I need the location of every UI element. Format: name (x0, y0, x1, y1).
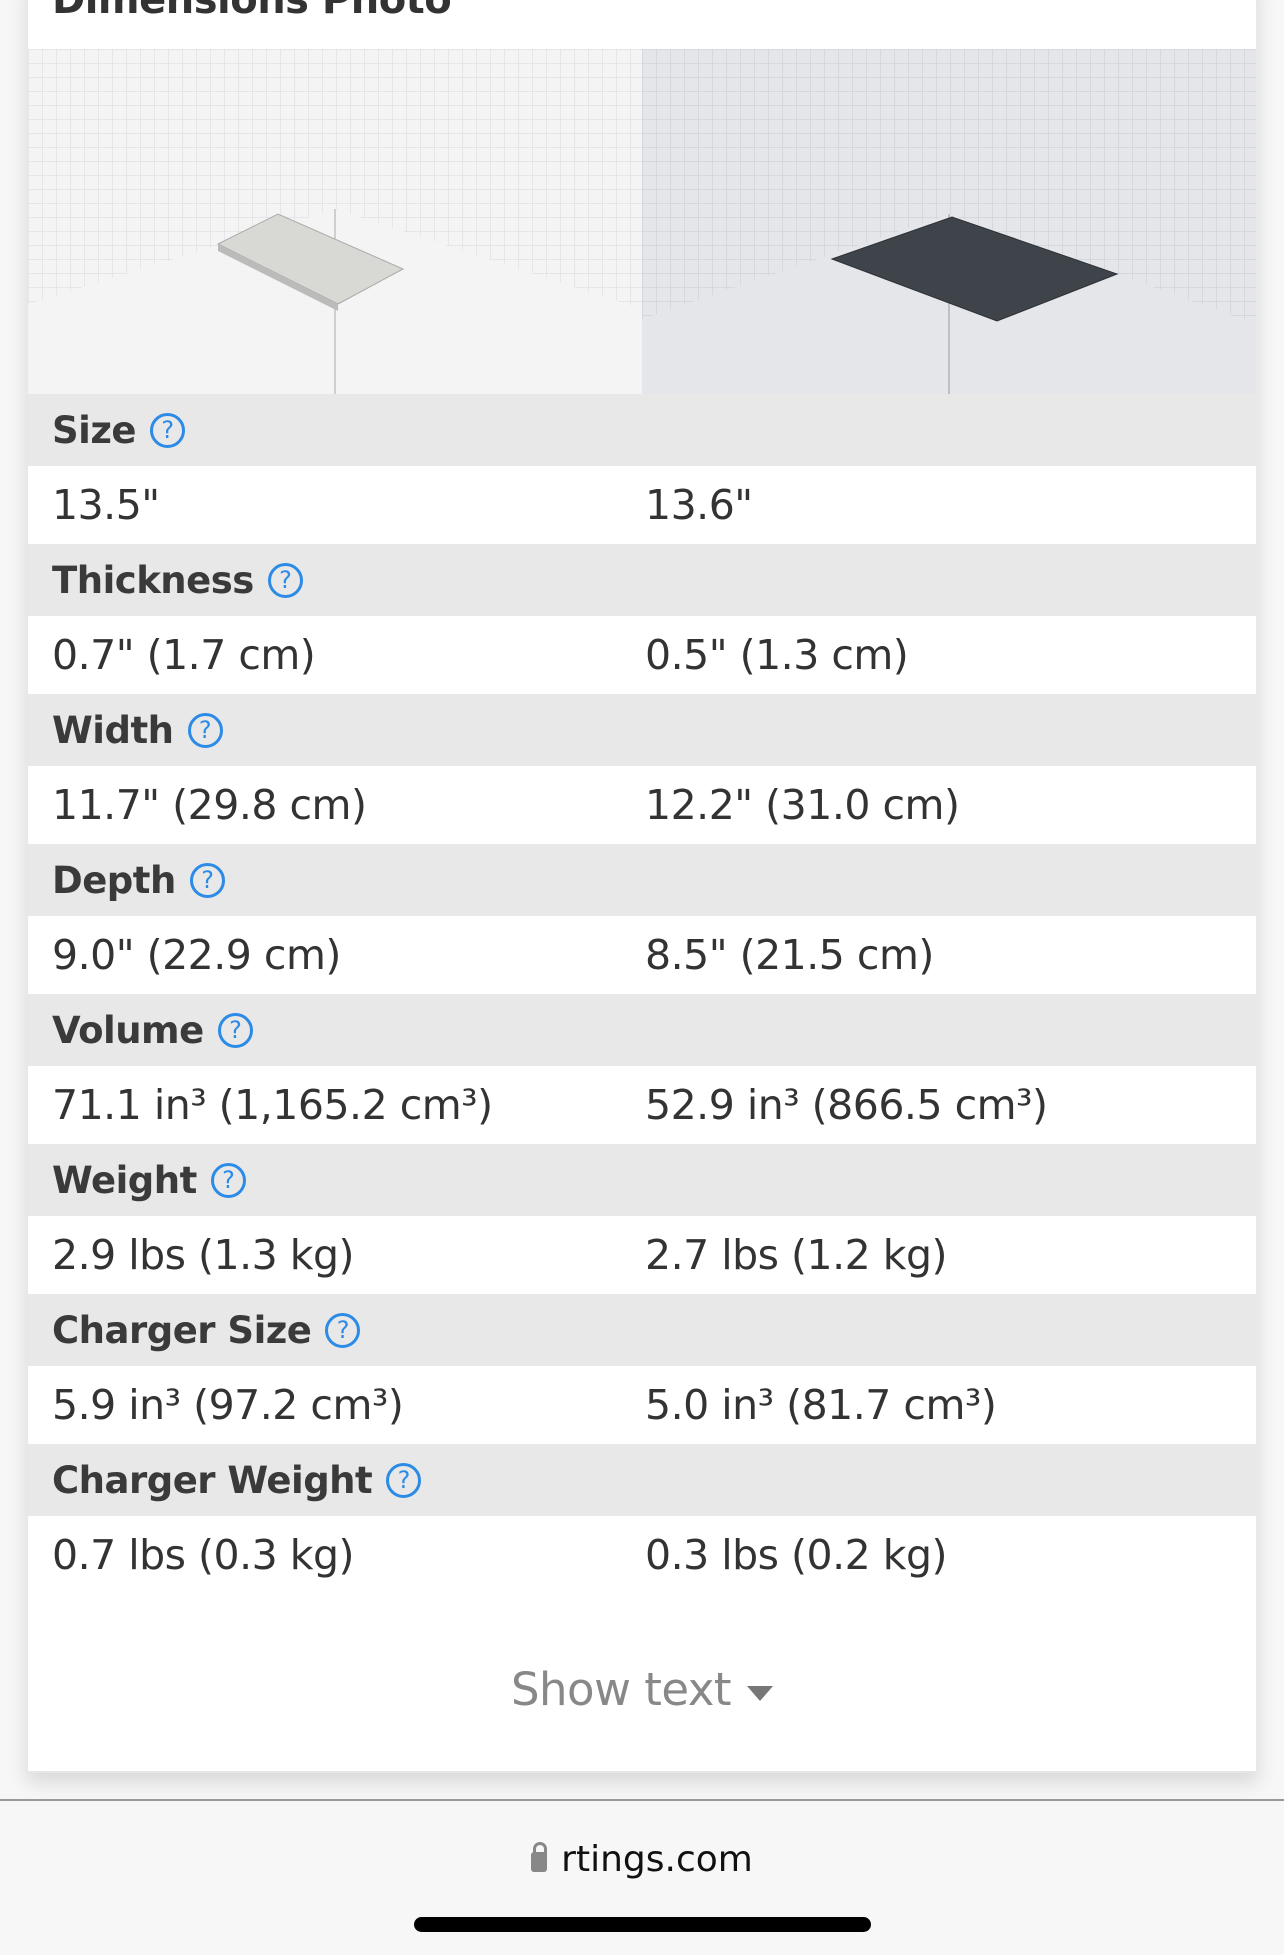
url-text: rtings.com (561, 1839, 753, 1880)
spec-value-right: 12.2" (31.0 cm) (645, 781, 960, 829)
spec-value-row: 0.7" (1.7 cm) 0.5" (1.3 cm) (28, 616, 1256, 694)
help-icon[interactable]: ? (189, 862, 225, 898)
spec-value-row: 9.0" (22.9 cm) 8.5" (21.5 cm) (28, 916, 1256, 994)
dimensions-card: Dimensions Photo Size? 13.5" (26, 0, 1258, 1773)
photo-left (28, 49, 642, 394)
spec-value-left: 71.1 in³ (1,165.2 cm³) (52, 1081, 493, 1129)
spec-value-right: 0.5" (1.3 cm) (645, 631, 909, 679)
spec-value-row: 11.7" (29.8 cm) 12.2" (31.0 cm) (28, 766, 1256, 844)
spec-value-row: 2.9 lbs (1.3 kg) 2.7 lbs (1.2 kg) (28, 1216, 1256, 1294)
spec-header-row: Charger Size? (28, 1294, 1256, 1366)
spec-value-left: 5.9 in³ (97.2 cm³) (52, 1381, 404, 1429)
spec-header-row: Thickness? (28, 544, 1256, 616)
spec-label: Weight (52, 1158, 197, 1202)
spec-label: Thickness (52, 558, 254, 602)
home-indicator[interactable] (414, 1917, 871, 1932)
spec-header-row: Volume? (28, 994, 1256, 1066)
spec-label: Size (52, 408, 136, 452)
spec-value-right: 8.5" (21.5 cm) (645, 931, 934, 979)
caret-down-icon (747, 1685, 774, 1701)
spec-value-row: 71.1 in³ (1,165.2 cm³) 52.9 in³ (866.5 cm… (28, 1066, 1256, 1144)
help-icon[interactable]: ? (149, 412, 185, 448)
help-icon[interactable]: ? (187, 712, 223, 748)
spec-value-row: 13.5" 13.6" (28, 466, 1256, 544)
spec-header-row: Size? (28, 394, 1256, 466)
spec-table: Size? 13.5" 13.6" Thickness? 0.7" (1.7 cm) 0.… (28, 394, 1256, 1594)
spec-value-left: 0.7" (1.7 cm) (52, 631, 316, 679)
spec-value-right: 0.3 lbs (0.2 kg) (645, 1531, 948, 1579)
address-bar[interactable]: rtings.com (0, 1839, 1284, 1880)
spec-header-row: Charger Weight? (28, 1444, 1256, 1516)
spec-header-row: Width? (28, 694, 1256, 766)
help-icon[interactable]: ? (210, 1162, 246, 1198)
help-icon[interactable]: ? (217, 1012, 253, 1048)
spec-header-row: Depth? (28, 844, 1256, 916)
spec-label: Charger Size (52, 1308, 312, 1352)
spec-value-left: 9.0" (22.9 cm) (52, 931, 341, 979)
dimensions-photos (28, 49, 1256, 394)
browser-bottom-bar: rtings.com (0, 1799, 1284, 1955)
spec-value-left: 2.9 lbs (1.3 kg) (52, 1231, 355, 1279)
spec-header-row: Weight? (28, 1144, 1256, 1216)
spec-value-right: 2.7 lbs (1.2 kg) (645, 1231, 948, 1279)
spec-value-left: 13.5" (52, 481, 160, 529)
help-icon[interactable]: ? (325, 1312, 361, 1348)
spec-value-left: 0.7 lbs (0.3 kg) (52, 1531, 355, 1579)
spec-label: Charger Weight (52, 1458, 373, 1502)
spec-value-right: 52.9 in³ (866.5 cm³) (645, 1081, 1048, 1129)
show-text-label: Show text (510, 1663, 732, 1716)
lock-icon (531, 1842, 548, 1872)
help-icon[interactable]: ? (267, 562, 303, 598)
spec-label: Volume (52, 1008, 204, 1052)
spec-value-right: 13.6" (645, 481, 753, 529)
spec-value-left: 11.7" (29.8 cm) (52, 781, 367, 829)
spec-value-right: 5.0 in³ (81.7 cm³) (645, 1381, 997, 1429)
section-title: Dimensions Photo (52, 0, 452, 23)
help-icon[interactable]: ? (386, 1462, 422, 1498)
spec-label: Depth (52, 858, 176, 902)
spec-value-row: 5.9 in³ (97.2 cm³) 5.0 in³ (81.7 cm³) (28, 1366, 1256, 1444)
spec-label: Width (52, 708, 174, 752)
spec-value-row: 0.7 lbs (0.3 kg) 0.3 lbs (0.2 kg) (28, 1516, 1256, 1594)
photo-right (642, 49, 1256, 394)
show-text-button[interactable]: Show text (28, 1663, 1256, 1716)
